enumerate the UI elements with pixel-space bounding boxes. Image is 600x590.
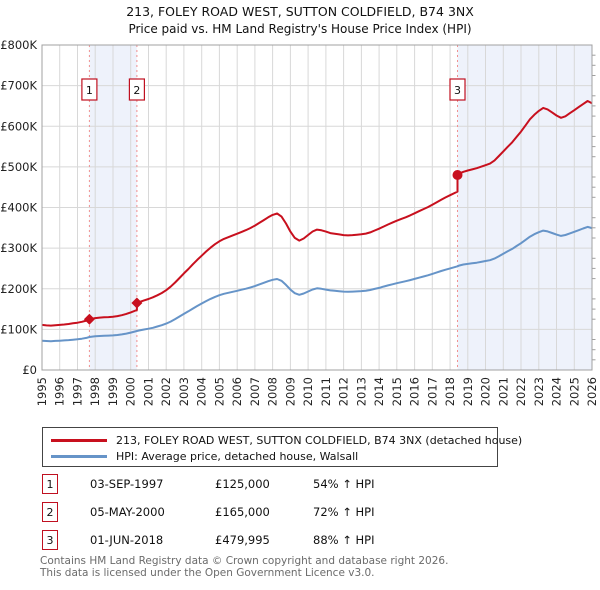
event-label-2: 2 xyxy=(133,84,140,97)
transaction-number-badge: 1 xyxy=(42,474,58,494)
page-title: 213, FOLEY ROAD WEST, SUTTON COLDFIELD, … xyxy=(126,4,474,19)
x-axis-label: 2016 xyxy=(408,377,422,406)
x-axis-label: 2022 xyxy=(514,377,528,406)
x-axis-label: 2011 xyxy=(319,377,333,406)
x-axis-label: 2021 xyxy=(496,377,510,406)
y-axis-label: £200K xyxy=(0,282,37,296)
event-label-1: 1 xyxy=(86,84,93,97)
x-axis-label: 2017 xyxy=(425,377,439,406)
x-axis-label: 2018 xyxy=(443,377,457,406)
x-axis-label: 2010 xyxy=(301,377,315,406)
x-axis-label: 2009 xyxy=(283,377,297,406)
plot-border xyxy=(41,44,593,371)
y-axis-label: £500K xyxy=(0,160,37,174)
table-row: 1 03-SEP-1997 £125,000 54% ↑ HPI xyxy=(42,474,562,502)
chart-legend: 213, FOLEY ROAD WEST, SUTTON COLDFIELD, … xyxy=(42,427,522,467)
x-axis-label: 2023 xyxy=(532,377,546,406)
x-axis-label: 1997 xyxy=(71,377,85,406)
table-row: 3 01-JUN-2018 £479,995 88% ↑ HPI xyxy=(42,530,562,558)
license-footer: Contains HM Land Registry data © Crown c… xyxy=(40,555,449,579)
hpi-line xyxy=(41,225,593,343)
event-label-box-2 xyxy=(128,78,145,101)
y-axis-label: £300K xyxy=(0,241,37,255)
x-axis-label: 2013 xyxy=(354,377,368,406)
event-label-box-3 xyxy=(449,78,466,101)
legend-item-hpi: HPI: Average price, detached house, Wals… xyxy=(51,448,489,464)
footer-line-2: This data is licensed under the Open Gov… xyxy=(40,566,375,579)
x-axis-label: 2003 xyxy=(177,377,191,406)
legend-label-hpi: HPI: Average price, detached house, Wals… xyxy=(116,449,359,463)
x-axis-label: 2025 xyxy=(567,377,581,406)
y-axis-label: £800K xyxy=(0,38,37,52)
x-axis-label: 2019 xyxy=(461,377,475,406)
transaction-number-badge: 3 xyxy=(42,530,58,550)
x-axis-label: 2020 xyxy=(479,377,493,406)
legend-label-property: 213, FOLEY ROAD WEST, SUTTON COLDFIELD, … xyxy=(116,433,523,447)
y-axis-label: £100K xyxy=(0,322,37,336)
y-axis-label: £400K xyxy=(0,201,37,215)
transaction-hpi-delta: 54% ↑ HPI xyxy=(313,477,375,491)
x-axis-label: 2026 xyxy=(585,377,599,406)
x-axis-label: 1996 xyxy=(53,377,67,406)
x-axis-label: 1995 xyxy=(35,377,49,406)
x-axis-label: 2002 xyxy=(159,377,173,406)
y-axis-label: £600K xyxy=(0,119,37,133)
x-axis-label: 2007 xyxy=(248,377,262,406)
x-axis-label: 2008 xyxy=(266,377,280,406)
x-axis-label: 2005 xyxy=(212,377,226,406)
x-axis-label: 2000 xyxy=(124,377,138,406)
x-axis-label: 2015 xyxy=(390,377,404,406)
transaction-price: £125,000 xyxy=(215,477,270,491)
price-chart-svg: 1 2 3 £0 £100K £200K £300K £400K £500K £600K £700K… xyxy=(0,38,599,406)
transaction-date: 01-JUN-2018 xyxy=(90,533,164,547)
hpi-line-swatch xyxy=(51,454,107,458)
x-axis-label: 2006 xyxy=(230,377,244,406)
y-axis-label: £0 xyxy=(22,363,37,377)
transaction-hpi-delta: 88% ↑ HPI xyxy=(313,533,375,547)
x-axis-label: 2014 xyxy=(372,377,386,406)
chart-titles: 213, FOLEY ROAD WEST, SUTTON COLDFIELD, … xyxy=(0,3,600,38)
page-subtitle: Price paid vs. HM Land Registry's House … xyxy=(128,22,472,36)
legend-item-property: 213, FOLEY ROAD WEST, SUTTON COLDFIELD, … xyxy=(51,432,522,448)
transaction-price: £479,995 xyxy=(215,533,270,547)
x-axis-label: 2024 xyxy=(550,377,564,406)
transaction-hpi-delta: 72% ↑ HPI xyxy=(313,505,375,519)
x-axis-label: 2012 xyxy=(337,377,351,406)
x-axis-label: 1998 xyxy=(88,377,102,406)
x-axis-label: 2001 xyxy=(142,377,156,406)
y-axis-label: £700K xyxy=(0,79,37,93)
property-price-line xyxy=(41,100,593,327)
transaction-price: £165,000 xyxy=(215,505,270,519)
transactions-table: 1 03-SEP-1997 £125,000 54% ↑ HPI 2 05-MA… xyxy=(42,474,562,558)
purchase-marker-3 xyxy=(452,170,463,180)
transaction-number-badge: 2 xyxy=(42,502,58,522)
transaction-date: 05-MAY-2000 xyxy=(90,505,165,519)
footer-line-1: Contains HM Land Registry data © Crown c… xyxy=(40,555,449,567)
purchase-marker-2 xyxy=(131,297,143,309)
x-axis-label: 1999 xyxy=(106,377,120,406)
purchase-marker-1 xyxy=(83,313,95,325)
x-axis-label: 2004 xyxy=(195,377,209,406)
event-label-3: 3 xyxy=(454,84,461,97)
table-row: 2 05-MAY-2000 £165,000 72% ↑ HPI xyxy=(42,502,562,530)
property-line-swatch xyxy=(51,438,107,442)
transaction-date: 03-SEP-1997 xyxy=(90,477,164,491)
event-label-box-1 xyxy=(81,78,98,101)
